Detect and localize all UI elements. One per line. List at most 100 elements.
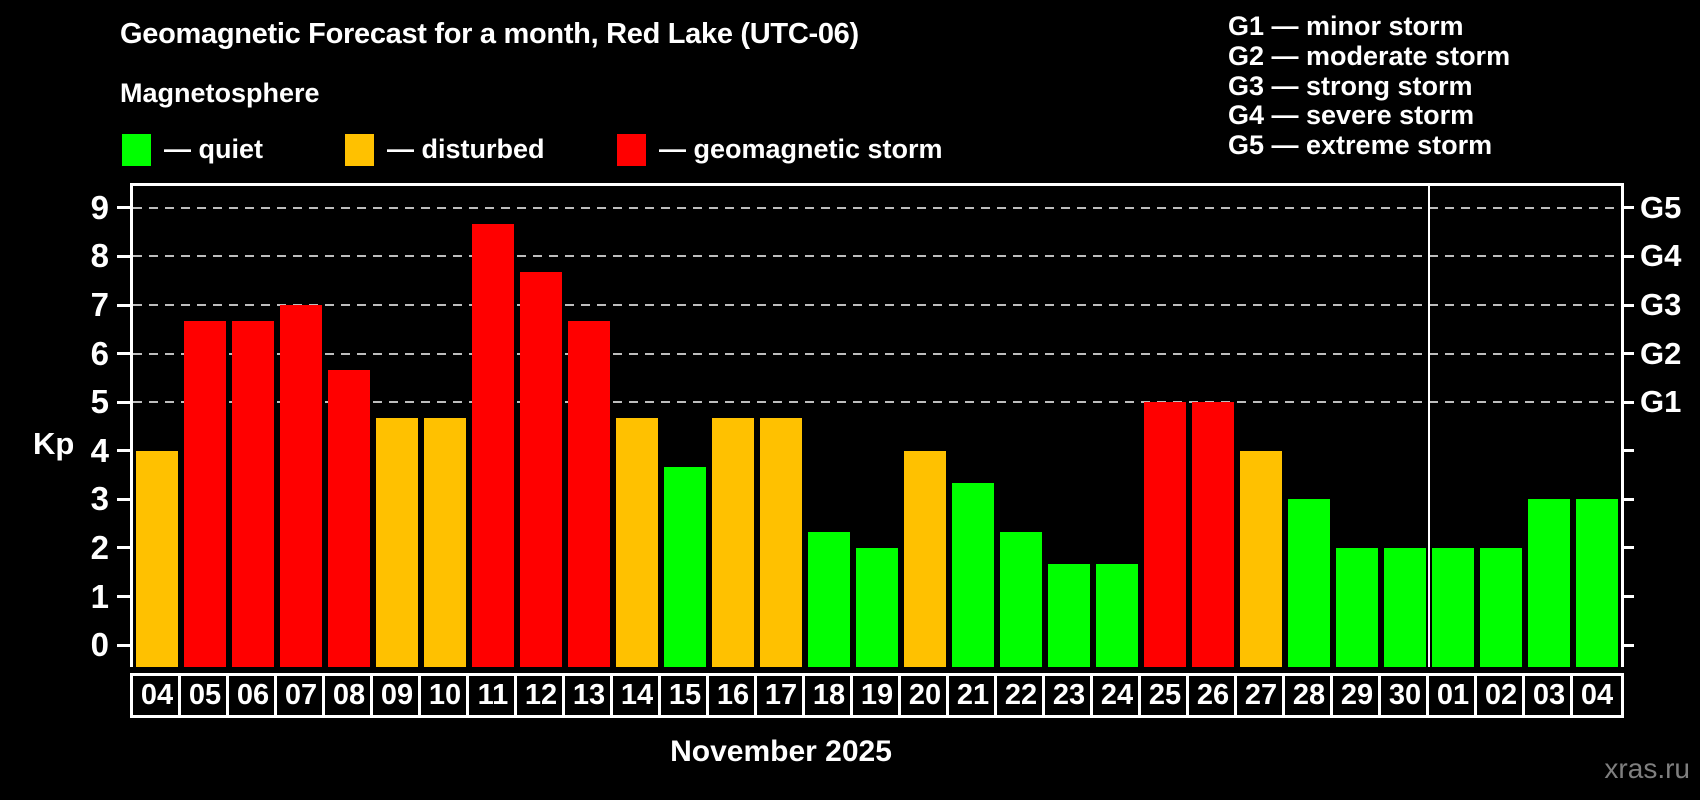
bar-day-23: [1048, 564, 1090, 667]
right-tick-2: [1621, 546, 1634, 550]
bar-day-04: [136, 450, 178, 667]
day-label-19: 19: [850, 673, 904, 718]
bar-day-30: [1384, 547, 1426, 667]
day-label-06: 06: [226, 673, 280, 718]
day-label-08: 08: [322, 673, 376, 718]
right-tick-9: [1621, 206, 1634, 210]
g1-legend-line: G1 — minor storm: [1228, 11, 1464, 41]
y-axis-title: Kp: [33, 426, 75, 461]
chart-subtitle: Magnetosphere: [120, 78, 320, 108]
day-label-14: 14: [610, 673, 664, 718]
bar-day-19: [856, 547, 898, 667]
day-label-07: 07: [274, 673, 328, 718]
day-label-02-dec: 02: [1474, 673, 1528, 718]
g3-legend-line: G3 — strong storm: [1228, 70, 1473, 101]
y-tick-label-3: 3: [90, 480, 109, 518]
day-label-10: 10: [418, 673, 472, 718]
right-tick-3: [1621, 497, 1634, 501]
bar-day-26: [1192, 402, 1234, 667]
bar-day-01: [1432, 547, 1474, 667]
right-axis-label-g5: G5: [1640, 189, 1682, 225]
month-divider: [1428, 186, 1430, 667]
x-axis-title: November 2025: [670, 735, 892, 768]
left-tick-6: [117, 352, 130, 356]
legend-item-disturbed: — disturbed: [345, 133, 545, 166]
bar-day-15: [664, 466, 706, 667]
legend-label-quiet: — quiet: [164, 134, 263, 164]
day-label-12: 12: [514, 673, 568, 718]
bar-day-03: [1528, 499, 1570, 667]
left-tick-9: [117, 206, 130, 210]
right-axis-label-g1: G1: [1640, 384, 1682, 420]
right-tick-1: [1621, 595, 1634, 599]
bar-day-22: [1000, 531, 1042, 667]
y-tick-label-0: 0: [90, 626, 109, 664]
day-label-23: 23: [1042, 673, 1096, 718]
day-label-04-dec: 04: [1570, 673, 1624, 718]
bar-day-02: [1480, 547, 1522, 667]
legend-item-storm: — geomagnetic storm: [617, 133, 943, 166]
bar-day-25: [1144, 402, 1186, 667]
right-axis-label-g4: G4: [1640, 238, 1682, 274]
left-tick-5: [117, 400, 130, 404]
legend-label-disturbed: — disturbed: [387, 134, 545, 164]
y-tick-label-6: 6: [90, 334, 109, 372]
g2-legend-line: G2 — moderate storm: [1228, 40, 1511, 71]
day-label-28: 28: [1282, 673, 1336, 718]
day-label-25: 25: [1138, 673, 1192, 718]
day-label-30: 30: [1378, 673, 1432, 718]
right-tick-6: [1621, 352, 1634, 356]
y-tick-label-4: 4: [90, 431, 109, 469]
left-tick-1: [117, 595, 130, 599]
day-label-13: 13: [562, 673, 616, 718]
disturbed-color-swatch: [345, 133, 374, 166]
bar-day-28: [1288, 499, 1330, 667]
bar-day-16: [712, 418, 754, 667]
left-tick-0: [117, 643, 130, 647]
bar-day-06: [232, 321, 274, 667]
y-tick-label-9: 9: [90, 188, 109, 226]
right-axis-label-g2: G2: [1640, 335, 1682, 371]
bar-day-10: [424, 418, 466, 667]
bar-day-17: [760, 418, 802, 667]
day-label-22: 22: [994, 673, 1048, 718]
left-tick-7: [117, 303, 130, 307]
bar-day-04: [1576, 499, 1618, 667]
bar-day-08: [328, 369, 370, 667]
day-label-21: 21: [946, 673, 1000, 718]
gridline-kp7: [133, 304, 1621, 307]
bar-day-24: [1096, 564, 1138, 667]
left-tick-4: [117, 449, 130, 453]
right-tick-0: [1621, 643, 1634, 647]
bar-day-07: [280, 305, 322, 667]
left-tick-3: [117, 497, 130, 501]
bar-day-12: [520, 272, 562, 667]
y-tick-label-8: 8: [90, 237, 109, 275]
day-label-05: 05: [178, 673, 232, 718]
bar-day-18: [808, 531, 850, 667]
day-label-24: 24: [1090, 673, 1144, 718]
storm-scale-legend: G1 — minor storm G2 — moderate storm G3 …: [1228, 11, 1511, 161]
y-tick-label-7: 7: [90, 286, 109, 324]
quiet-color-swatch: [122, 133, 151, 166]
day-label-15: 15: [658, 673, 712, 718]
day-label-29: 29: [1330, 673, 1384, 718]
day-label-04: 04: [130, 673, 184, 718]
y-tick-label-2: 2: [90, 528, 109, 566]
gridline-kp9: [133, 206, 1621, 209]
legend-item-quiet: — quiet: [122, 133, 263, 166]
plot-area: 0 1 2 3 4 5 6 7 8 9 G1 G2 G3 G4 G5 04 05 06 07 08 09 10 11 12 13…: [91, 183, 1681, 718]
g4-legend-line: G4 — severe storm: [1228, 100, 1475, 131]
gridline-kp8: [133, 255, 1621, 258]
chart-title: Geomagnetic Forecast for a month, Red La…: [120, 18, 859, 50]
bar-day-13: [568, 321, 610, 667]
gridline-kp6: [133, 352, 1621, 355]
right-tick-5: [1621, 400, 1634, 404]
bar-day-09: [376, 418, 418, 667]
day-label-01-dec: 01: [1426, 673, 1480, 718]
y-tick-label-5: 5: [90, 383, 109, 421]
day-label-11: 11: [466, 673, 520, 718]
right-axis-label-g3: G3: [1640, 287, 1682, 323]
y-tick-label-1: 1: [90, 577, 109, 615]
right-tick-8: [1621, 254, 1634, 258]
